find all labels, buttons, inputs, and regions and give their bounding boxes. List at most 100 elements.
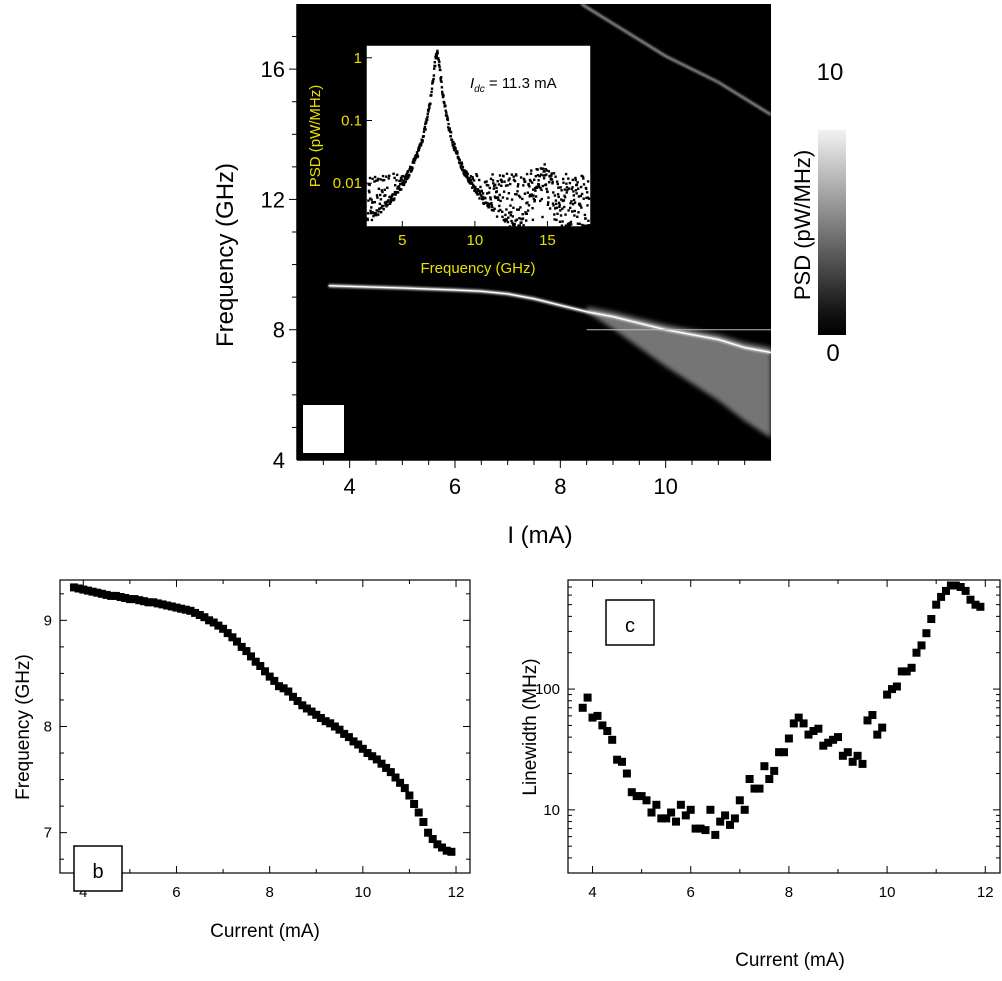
inset-data-point	[491, 205, 494, 209]
inset-data-point	[516, 185, 520, 188]
panel-c-data-point	[863, 716, 872, 725]
heatmap-marker-square	[303, 405, 344, 453]
inset-data-point	[485, 183, 489, 187]
inset-data-point	[490, 203, 493, 207]
inset-data-point	[369, 197, 372, 200]
inset-data-point	[475, 173, 478, 176]
panel-b-data-point	[438, 843, 446, 852]
inset-data-point	[576, 215, 579, 218]
inset-data-point	[370, 198, 373, 201]
inset-data-point	[517, 194, 521, 197]
inset-data-point	[565, 182, 568, 185]
inset-data-point	[505, 218, 508, 222]
inset-data-point	[573, 214, 576, 217]
inset-data-point	[497, 198, 500, 201]
panel-b-data-point	[93, 588, 102, 597]
inset-data-point	[430, 90, 433, 94]
inset-data-point	[540, 197, 543, 201]
panel-b-data-point	[261, 667, 269, 676]
panel-b-data-point	[442, 846, 451, 855]
inset-data-point	[490, 202, 493, 205]
inset-data-point	[511, 221, 514, 225]
inset-data-point	[488, 205, 491, 209]
inset-data-point	[585, 187, 588, 190]
inset-data-point	[521, 217, 525, 220]
panel-b-data-point	[396, 778, 405, 787]
inset-data-point	[544, 183, 548, 186]
inset-data-point	[402, 174, 405, 178]
panel-c-data-point	[681, 811, 690, 820]
inset-data-point	[545, 187, 548, 191]
inset-data-point	[507, 216, 510, 219]
inset-data-point	[508, 177, 511, 180]
panel-b-data-point	[256, 662, 265, 670]
panel-b-data-point	[382, 763, 391, 772]
inset-data-point	[454, 147, 457, 151]
inset-data-point	[585, 224, 588, 227]
inset-data-point	[403, 177, 407, 181]
heatmap-second-harmonic	[580, 4, 771, 116]
inset-data-point	[440, 76, 443, 79]
panel-b-data-point	[312, 710, 321, 719]
inset-data-point	[423, 125, 427, 129]
panel-b-x-tick-label: 6	[172, 884, 180, 901]
inset-data-point	[577, 195, 581, 198]
inset-data-point	[568, 181, 572, 185]
inset-data-point	[441, 90, 444, 94]
inset-data-point	[415, 151, 419, 154]
inset-data-point	[531, 218, 535, 221]
panel-c-data-point	[603, 727, 612, 735]
panel-b-data-point	[368, 752, 377, 761]
inset-data-point	[437, 57, 440, 60]
inset-data-point	[547, 201, 550, 204]
panel-c-data-point	[946, 581, 955, 590]
inset-data-point	[532, 194, 535, 197]
inset-data-point	[372, 214, 375, 218]
inset-data-point	[433, 61, 436, 64]
inset-data-point	[404, 180, 407, 183]
panel-c-data-point	[961, 586, 970, 595]
inset-data-point	[373, 175, 377, 179]
inset-data-point	[560, 224, 564, 227]
inset-data-point	[450, 138, 454, 142]
panel-b-data-point	[172, 603, 181, 612]
inset-data-point	[503, 180, 506, 183]
inset-data-point	[478, 178, 481, 182]
inset-data-point	[380, 211, 383, 214]
panel-b-data-point	[130, 595, 139, 604]
inset-data-point	[562, 177, 565, 181]
inset-data-point	[498, 174, 502, 177]
panel-b-xlabel: Current (mA)	[210, 921, 320, 942]
inset-data-point	[489, 177, 493, 180]
panel-a-xlabel: I (mA)	[507, 522, 572, 549]
inset-data-point	[522, 224, 525, 227]
inset-data-point	[562, 181, 565, 184]
inset-data-point	[494, 196, 497, 200]
inset-data-point	[474, 185, 477, 189]
inset-data-point	[486, 202, 489, 205]
panel-c-data-point	[735, 796, 744, 805]
inset-data-point	[567, 187, 571, 190]
panel-b-data-point	[279, 684, 288, 693]
inset-data-point	[373, 180, 376, 183]
panel-c-data-point	[814, 724, 823, 733]
panel-b-data-point	[251, 657, 260, 666]
panel-c-data-point	[937, 592, 946, 601]
inset-data-point	[537, 183, 541, 186]
inset-data-point	[429, 102, 432, 105]
inset-data-point	[471, 176, 474, 179]
inset-data-point	[585, 196, 588, 200]
panel-b-data-point	[209, 618, 218, 627]
inset-data-point	[379, 193, 382, 197]
inset-data-point	[395, 179, 398, 182]
panel-b-data-point	[237, 642, 246, 651]
panel-c-data-point	[789, 719, 798, 728]
inset-data-point	[501, 196, 505, 199]
inset-data-point	[368, 191, 371, 194]
panel-b-x-tick-label: 8	[265, 884, 273, 901]
inset-data-point	[493, 207, 496, 210]
inset-data-point	[555, 202, 558, 206]
inset-data-point	[390, 194, 394, 198]
inset-data-point	[508, 211, 511, 214]
panel-b-ylabel: Frequency (GHz)	[13, 654, 34, 800]
